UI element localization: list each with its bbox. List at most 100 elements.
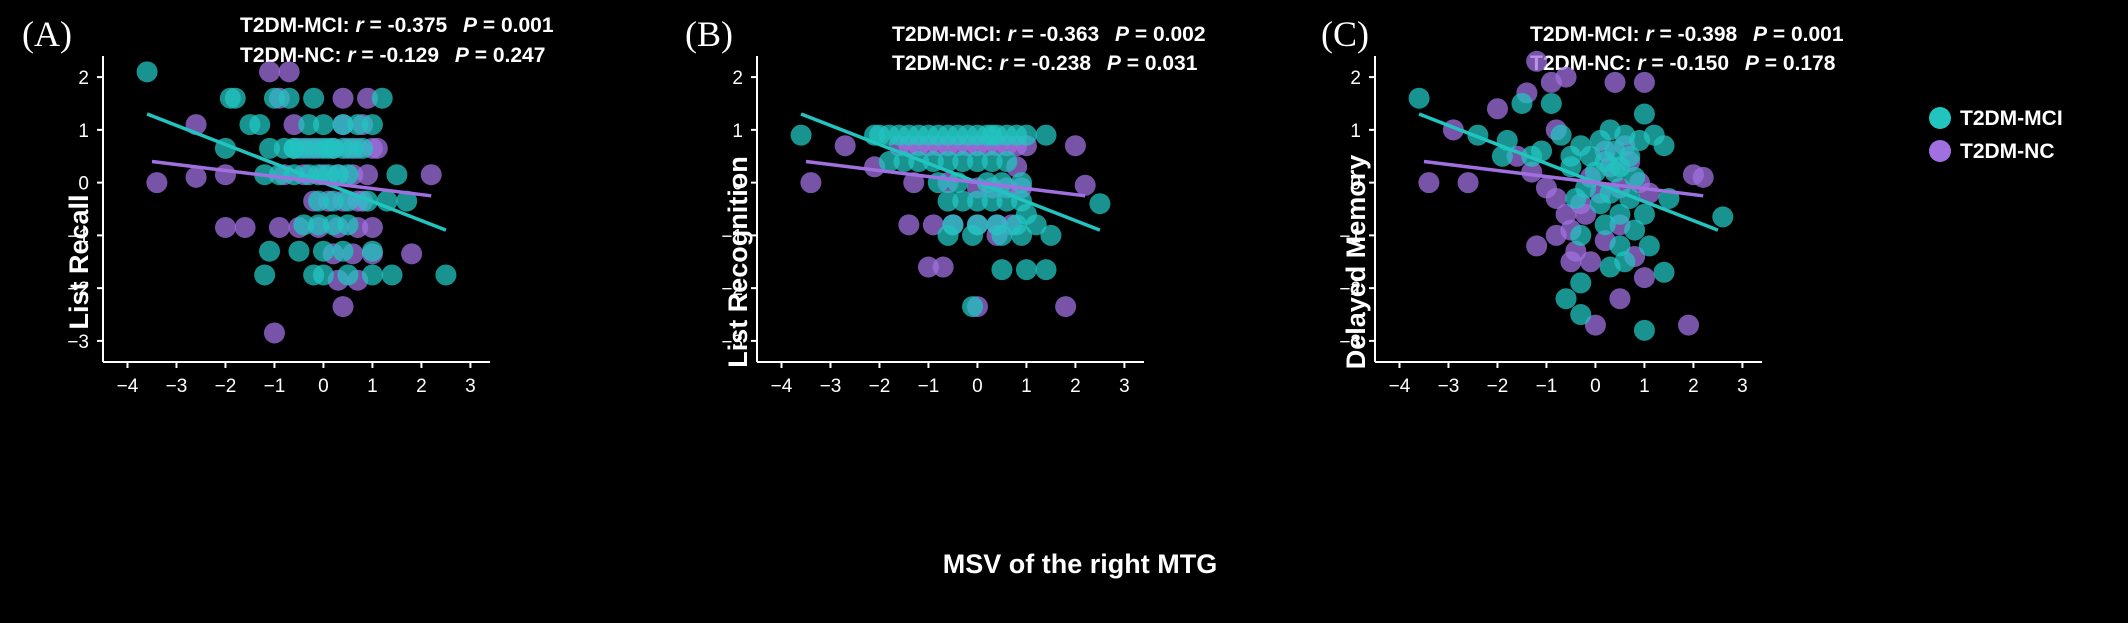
data-point-nc bbox=[922, 214, 944, 236]
data-point-mci bbox=[352, 137, 374, 159]
data-point-nc bbox=[1055, 296, 1077, 318]
y-axis-label-c: Delayed Memory bbox=[1341, 155, 1371, 370]
data-point-mci bbox=[1633, 103, 1655, 125]
data-point-mci bbox=[991, 224, 1013, 246]
data-point-nc bbox=[268, 216, 290, 238]
y-tick-label: −2 bbox=[1339, 279, 1361, 300]
data-point-mci bbox=[937, 151, 959, 173]
data-point-mci bbox=[1015, 124, 1037, 146]
data-point-mci bbox=[317, 137, 339, 159]
data-point-mci bbox=[1550, 124, 1572, 146]
y-tick-label: −1 bbox=[67, 226, 89, 247]
x-axis-label: MSV of the right MTG bbox=[943, 549, 1217, 579]
data-point-mci bbox=[337, 214, 359, 236]
x-tick-label: 0 bbox=[1590, 376, 1601, 397]
data-point-mci bbox=[1570, 304, 1592, 326]
data-point-mci bbox=[1594, 214, 1616, 236]
data-point-mci bbox=[396, 190, 418, 212]
data-point-mci bbox=[1035, 259, 1057, 281]
data-point-mci bbox=[952, 190, 974, 212]
stat-line-nc-c: T2DM-NC: r = -0.150 P = 0.178 bbox=[1530, 52, 1836, 75]
x-tick-label: 2 bbox=[1688, 376, 1699, 397]
data-point-mci bbox=[966, 190, 988, 212]
data-point-mci bbox=[937, 190, 959, 212]
data-point-nc bbox=[1678, 314, 1700, 336]
data-point-mci bbox=[981, 190, 1003, 212]
data-point-nc bbox=[214, 164, 236, 186]
data-point-nc bbox=[1545, 187, 1567, 209]
data-point-nc bbox=[1526, 235, 1548, 257]
data-point-nc bbox=[420, 164, 442, 186]
data-point-mci bbox=[332, 114, 354, 136]
data-point-nc bbox=[361, 216, 383, 238]
x-tick-label: 1 bbox=[367, 376, 378, 397]
data-point-mci bbox=[1015, 259, 1037, 281]
y-tick-label: −2 bbox=[67, 279, 89, 300]
data-point-mci bbox=[308, 190, 330, 212]
data-point-mci bbox=[1570, 272, 1592, 294]
data-point-mci bbox=[1560, 145, 1582, 167]
data-point-nc bbox=[1486, 98, 1508, 120]
data-point-mci bbox=[1712, 206, 1734, 228]
fit-line-mci bbox=[800, 112, 1101, 232]
data-point-nc bbox=[283, 114, 305, 136]
data-point-mci bbox=[1555, 288, 1577, 310]
data-point-mci bbox=[386, 164, 408, 186]
data-point-mci bbox=[966, 151, 988, 173]
data-point-nc bbox=[332, 87, 354, 109]
data-point-nc bbox=[1555, 66, 1577, 88]
data-point-mci bbox=[1614, 251, 1636, 273]
data-point-mci bbox=[259, 137, 281, 159]
fit-line-nc bbox=[151, 159, 432, 198]
y-tick-label: 1 bbox=[1350, 121, 1361, 142]
data-point-mci bbox=[1604, 161, 1626, 183]
panel-label-c: (C) bbox=[1321, 14, 1369, 54]
x-tick-label: −4 bbox=[117, 376, 139, 397]
data-point-nc bbox=[1064, 135, 1086, 157]
data-point-mci bbox=[962, 224, 984, 246]
data-point-mci bbox=[1653, 135, 1675, 157]
data-point-mci bbox=[1633, 203, 1655, 225]
data-point-mci bbox=[337, 264, 359, 286]
data-point-mci bbox=[312, 240, 334, 262]
legend-marker-nc bbox=[1929, 140, 1951, 162]
data-point-nc bbox=[1604, 71, 1626, 93]
data-point-mci bbox=[1025, 214, 1047, 236]
data-point-nc bbox=[357, 164, 379, 186]
legend-label-mci: T2DM-MCI bbox=[1960, 107, 2063, 130]
data-point-mci bbox=[347, 114, 369, 136]
x-tick-label: 3 bbox=[1119, 376, 1130, 397]
data-point-nc bbox=[1418, 172, 1440, 194]
y-tick-label: 1 bbox=[732, 121, 743, 142]
data-point-nc bbox=[1633, 267, 1655, 289]
data-point-mci bbox=[1491, 145, 1513, 167]
data-point-mci bbox=[254, 264, 276, 286]
x-tick-label: 1 bbox=[1639, 376, 1650, 397]
data-point-mci bbox=[435, 264, 457, 286]
y-axis-label-b: List Recognition bbox=[723, 156, 753, 368]
panel-c: (C) T2DM-MCI: r = -0.398 P = 0.001 T2DM-… bbox=[1321, 14, 1844, 397]
data-point-nc bbox=[366, 137, 388, 159]
data-point-mci bbox=[219, 87, 241, 109]
legend-marker-mci bbox=[1929, 107, 1951, 129]
y-tick-label: 2 bbox=[78, 68, 89, 89]
data-point-mci bbox=[283, 137, 305, 159]
data-point-nc bbox=[1560, 251, 1582, 273]
data-point-mci bbox=[1653, 261, 1675, 283]
y-tick-label: 1 bbox=[78, 121, 89, 142]
x-tick-label: 1 bbox=[1021, 376, 1032, 397]
data-point-mci bbox=[308, 214, 330, 236]
y-axis-label-a: List Recall bbox=[64, 194, 94, 329]
x-tick-label: 2 bbox=[1070, 376, 1081, 397]
data-point-mci bbox=[1624, 219, 1646, 241]
data-point-nc bbox=[1575, 203, 1597, 225]
plot-area-a: 2 1 0 −1 −2 −3 −4 −3 −2 −1 0 1 2 3 bbox=[67, 56, 490, 397]
y-tick-label: −3 bbox=[1339, 332, 1361, 353]
panel-b: (B) T2DM-MCI: r = -0.363 P = 0.002 T2DM-… bbox=[685, 14, 1217, 579]
x-tick-label: −2 bbox=[1487, 376, 1509, 397]
stat-line-mci-b: T2DM-MCI: r = -0.363 P = 0.002 bbox=[892, 23, 1206, 46]
data-point-mci bbox=[322, 214, 344, 236]
data-point-mci bbox=[1638, 235, 1660, 257]
panel-a: (A) T2DM-MCI: r = -0.375 P = 0.001 T2DM-… bbox=[22, 14, 554, 397]
